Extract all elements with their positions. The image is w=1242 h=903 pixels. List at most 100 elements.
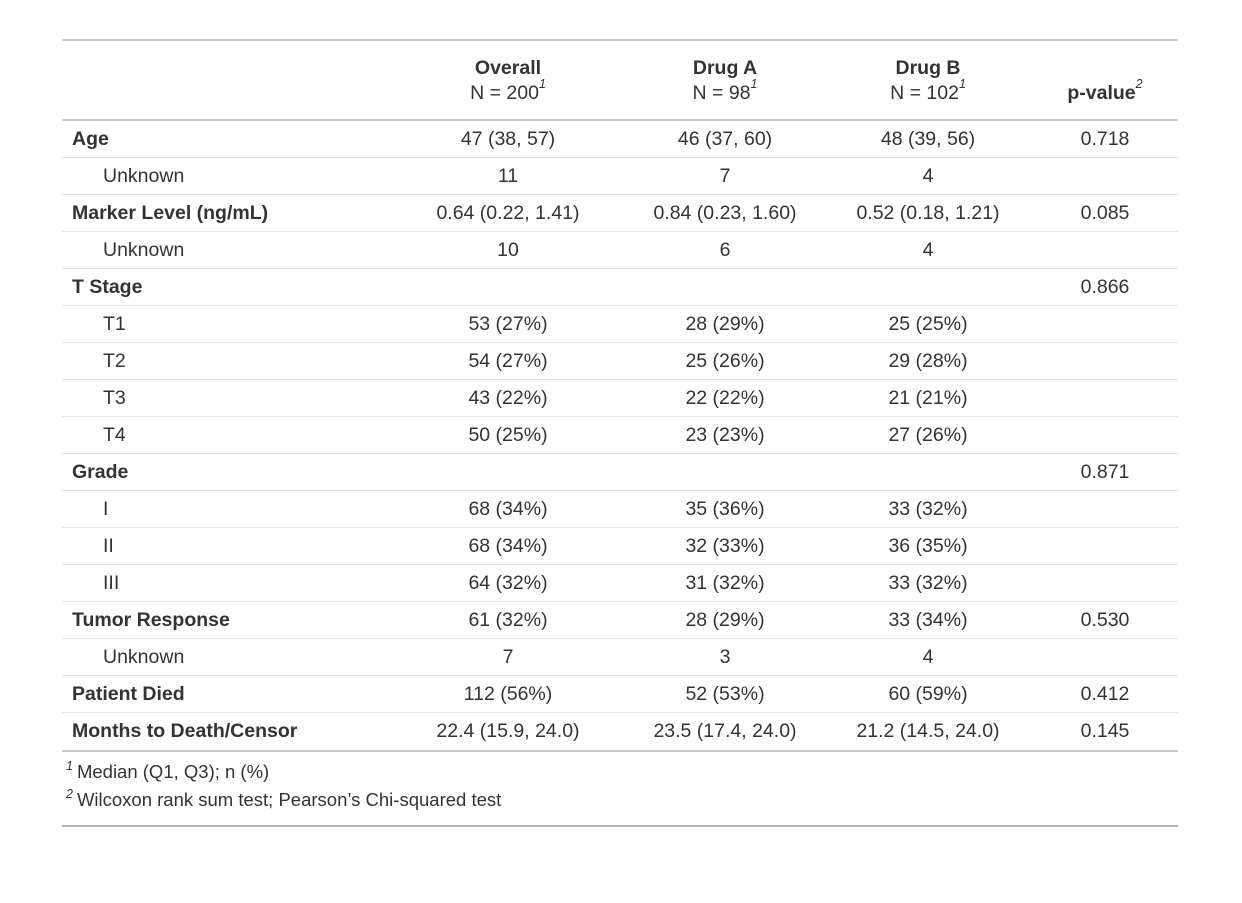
cell-drug-b: 21 (21%): [824, 379, 1032, 417]
table-row: Patient Died 112 (56%) 52 (53%) 60 (59%) 0.4…: [62, 675, 1178, 713]
footnote-1-ref: 1: [66, 758, 73, 773]
cell-drug-a: 23.5 (17.4, 24.0): [653, 720, 797, 743]
table-body: Age 47 (38, 57) 46 (37, 60) 48 (39, 56) 0.71…: [62, 120, 1178, 750]
cell-drug-a: 7: [626, 157, 824, 195]
cell-overall: 0.64 (0.22, 1.41): [390, 194, 626, 232]
footnote-ref-1: 1: [958, 77, 966, 91]
cell-overall: 112 (56%): [390, 675, 626, 713]
cell-p-value: [1032, 638, 1178, 676]
row-label: Unknown: [62, 638, 390, 676]
table-row: I 68 (34%) 35 (36%) 33 (32%): [62, 490, 1178, 528]
cell-overall: 53 (27%): [390, 305, 626, 343]
cell-drug-b: [824, 453, 1032, 491]
row-label: Unknown: [62, 157, 390, 195]
cell-drug-a: 31 (32%): [626, 564, 824, 602]
table-row: Unknown 7 3 4: [62, 638, 1178, 676]
footnote-2-text: Wilcoxon rank sum test; Pearson’s Chi-sq…: [76, 788, 502, 810]
cell-drug-b: 33 (32%): [824, 564, 1032, 602]
row-label: Unknown: [62, 231, 390, 269]
cell-drug-a: 25 (26%): [626, 342, 824, 380]
row-label: Months to Death/Censor: [72, 720, 298, 743]
table-row: T1 53 (27%) 28 (29%) 25 (25%): [62, 305, 1178, 343]
cell-drug-a: [626, 268, 824, 306]
cell-p-value: 0.530: [1032, 601, 1178, 639]
cell-p-value: 0.718: [1032, 120, 1178, 158]
row-label: Grade: [62, 453, 390, 491]
table-row: Marker Level (ng/mL) 0.64 (0.22, 1.41) 0.8…: [62, 194, 1178, 232]
table-row: Tumor Response 61 (32%) 28 (29%) 33 (34%) 0.…: [62, 601, 1178, 639]
cell-p-value: [1032, 490, 1178, 528]
cell-p-value: [1032, 305, 1178, 343]
cell-drug-b: 48 (39, 56): [824, 120, 1032, 158]
cell-overall: 22.4 (15.9, 24.0): [436, 720, 580, 743]
table-row: II 68 (34%) 32 (33%) 36 (35%): [62, 527, 1178, 565]
footnote-ref-1: 1: [750, 77, 758, 91]
cell-drug-b: 4: [824, 231, 1032, 269]
cell-drug-a: 35 (36%): [626, 490, 824, 528]
cell-drug-b: 29 (28%): [824, 342, 1032, 380]
row-label: T4: [62, 416, 390, 454]
cell-overall: [390, 453, 626, 491]
cell-overall: 10: [390, 231, 626, 269]
row-label: Marker Level (ng/mL): [62, 194, 390, 232]
table-row: Age 47 (38, 57) 46 (37, 60) 48 (39, 56) 0.71…: [62, 120, 1178, 158]
table-header: Overall N = 2001 Drug A N = 981 Drug B N…: [62, 40, 1178, 121]
col-subtitle-drug-a: N = 981: [692, 77, 758, 104]
footnote-ref-2: 2: [1135, 77, 1143, 91]
row-label: T3: [62, 379, 390, 417]
row-label: Age: [62, 120, 390, 158]
footnotes-section: 1 Median (Q1, Q3); n (%) 2 Wilcoxon rank s…: [62, 749, 1178, 827]
cell-overall: 7: [390, 638, 626, 676]
cell-drug-b: 21.2 (14.5, 24.0): [856, 720, 1000, 743]
row-label: I: [62, 490, 390, 528]
cell-overall: 68 (34%): [390, 490, 626, 528]
cell-drug-b: 27 (26%): [824, 416, 1032, 454]
cell-drug-a: 6: [626, 231, 824, 269]
footnote-1-text: Median (Q1, Q3); n (%): [76, 760, 270, 782]
row-label: Patient Died: [62, 675, 390, 713]
row-label: Tumor Response: [62, 601, 390, 639]
footnote-1: 1 Median (Q1, Q3); n (%): [66, 758, 1174, 786]
col-title-drug-b: Drug B: [895, 57, 961, 79]
table-row: Unknown 11 7 4: [62, 157, 1178, 195]
cell-drug-b: 0.52 (0.18, 1.21): [824, 194, 1032, 232]
col-header-label: [62, 40, 390, 121]
cell-p-value: 0.412: [1032, 675, 1178, 713]
col-header-p-value: p-value2: [1032, 40, 1178, 121]
row-label: T2: [62, 342, 390, 380]
cell-overall: 47 (38, 57): [390, 120, 626, 158]
cell-drug-a: 22 (22%): [626, 379, 824, 417]
cell-drug-a: 46 (37, 60): [626, 120, 824, 158]
cell-drug-a: 28 (29%): [626, 305, 824, 343]
cell-drug-b: 33 (34%): [824, 601, 1032, 639]
summary-table: Overall N = 2001 Drug A N = 981 Drug B N…: [62, 39, 1178, 750]
cell-drug-a: 0.84 (0.23, 1.60): [626, 194, 824, 232]
cell-p-value: [1032, 564, 1178, 602]
col-subtitle-drug-b: N = 1021: [890, 77, 966, 104]
cell-drug-a: 23 (23%): [626, 416, 824, 454]
cell-p-value: [1032, 527, 1178, 565]
cell-p-value: [1032, 379, 1178, 417]
col-title-overall: Overall: [474, 57, 542, 79]
cell-drug-a: 3: [626, 638, 824, 676]
cell-drug-b: 60 (59%): [824, 675, 1032, 713]
table-row: Months to Death/Censor 22.4 (15.9, 24.0) 2…: [62, 713, 1178, 750]
cell-drug-b: 4: [824, 638, 1032, 676]
footnote-2: 2 Wilcoxon rank sum test; Pearson’s Chi-s…: [66, 786, 1174, 814]
col-header-drug-b: Drug B N = 1021: [824, 40, 1032, 121]
header-row: Overall N = 2001 Drug A N = 981 Drug B N…: [62, 40, 1178, 121]
cell-drug-a: 28 (29%): [626, 601, 824, 639]
cell-drug-a: 52 (53%): [626, 675, 824, 713]
table-row: T4 50 (25%) 23 (23%) 27 (26%): [62, 416, 1178, 454]
cell-overall: [390, 268, 626, 306]
table-row: Grade 0.871: [62, 453, 1178, 491]
col-header-drug-a: Drug A N = 981: [626, 40, 824, 121]
footnote-2-ref: 2: [66, 786, 73, 801]
cell-drug-b: [824, 268, 1032, 306]
col-title-drug-a: Drug A: [692, 57, 758, 79]
cell-drug-a: 32 (33%): [626, 527, 824, 565]
cell-p-value: 0.085: [1032, 194, 1178, 232]
cell-overall: 43 (22%): [390, 379, 626, 417]
cell-overall: 68 (34%): [390, 527, 626, 565]
cell-p-value: [1032, 231, 1178, 269]
